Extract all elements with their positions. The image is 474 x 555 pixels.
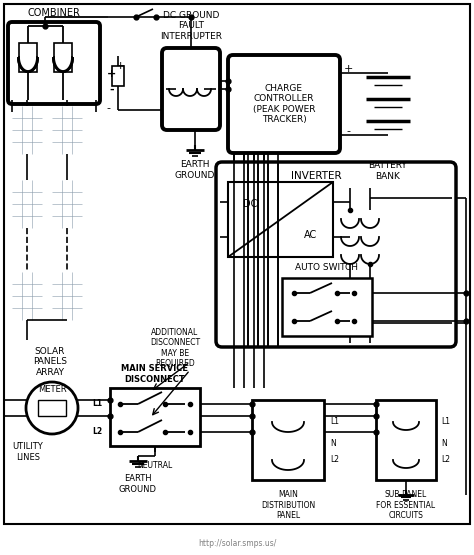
Text: L2: L2	[330, 456, 339, 465]
Bar	[112, 66, 124, 86]
Bar	[282, 278, 372, 336]
Bar	[252, 400, 324, 480]
Text: -: -	[346, 126, 350, 136]
Bar	[376, 400, 436, 480]
Text: +: +	[115, 61, 125, 71]
Text: N: N	[441, 440, 447, 448]
Text: COMBINER: COMBINER	[27, 8, 81, 18]
Text: L1: L1	[330, 417, 339, 426]
FancyBboxPatch shape	[8, 22, 100, 104]
Text: NEUTRAL: NEUTRAL	[137, 462, 173, 471]
Bar	[52, 106, 82, 154]
Text: N: N	[330, 440, 336, 448]
Text: MAIN SERVICE
DISCONNECT: MAIN SERVICE DISCONNECT	[121, 364, 189, 384]
Bar	[19, 43, 37, 72]
Text: +: +	[343, 64, 353, 74]
Text: SOLAR
PANELS
ARRAY: SOLAR PANELS ARRAY	[33, 347, 67, 377]
Text: http://solar.smps.us/: http://solar.smps.us/	[198, 538, 276, 547]
Text: SUB-PANEL
FOR ESSENTIAL
CIRCUITS: SUB-PANEL FOR ESSENTIAL CIRCUITS	[376, 490, 436, 520]
Text: L1: L1	[441, 417, 450, 426]
Bar	[12, 106, 42, 154]
Text: DC GROUND
FAULT
INTERRUPTER: DC GROUND FAULT INTERRUPTER	[160, 11, 222, 41]
FancyBboxPatch shape	[216, 162, 456, 347]
Bar	[52, 180, 82, 228]
Text: L2: L2	[441, 456, 450, 465]
FancyBboxPatch shape	[162, 48, 220, 130]
Bar	[38, 400, 66, 416]
Text: EARTH
GROUND: EARTH GROUND	[119, 475, 157, 494]
Bar	[52, 272, 82, 320]
Bar	[110, 388, 200, 446]
Text: ADDITIONAL
DISCONNECT
MAY BE
REQUIRED: ADDITIONAL DISCONNECT MAY BE REQUIRED	[150, 328, 200, 368]
Text: L2: L2	[92, 427, 102, 436]
Text: L1: L1	[92, 400, 102, 408]
Bar	[12, 272, 42, 320]
Text: +: +	[108, 69, 117, 79]
Text: -: -	[106, 103, 110, 113]
Text: EARTH
GROUND: EARTH GROUND	[175, 160, 215, 180]
FancyBboxPatch shape	[228, 55, 340, 153]
Bar	[228, 182, 333, 257]
Text: -: -	[109, 85, 114, 95]
Text: BATTERY
BANK: BATTERY BANK	[369, 162, 407, 181]
Text: AUTO SWITCH: AUTO SWITCH	[295, 264, 358, 273]
Text: UTILITY
LINES: UTILITY LINES	[13, 442, 44, 462]
Bar	[12, 180, 42, 228]
Bar	[54, 43, 72, 72]
Text: MAIN
DISTRIBUTION
PANEL: MAIN DISTRIBUTION PANEL	[261, 490, 315, 520]
Text: AC: AC	[304, 230, 318, 240]
Text: METER: METER	[38, 386, 66, 395]
Text: INVERTER: INVERTER	[291, 171, 341, 181]
Text: DC: DC	[243, 199, 257, 209]
Text: CHARGE
CONTROLLER
(PEAK POWER
TRACKER): CHARGE CONTROLLER (PEAK POWER TRACKER)	[253, 84, 315, 124]
